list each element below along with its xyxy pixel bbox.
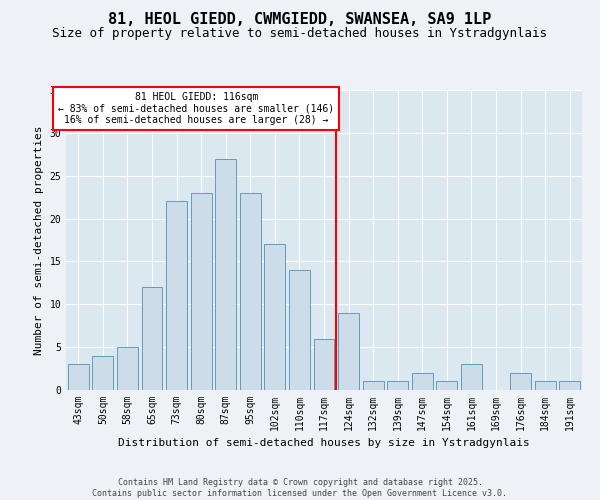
Bar (166, 202, 187, 390)
Bar (142, 287, 163, 390)
Text: 81, HEOL GIEDD, CWMGIEDD, SWANSEA, SA9 1LP: 81, HEOL GIEDD, CWMGIEDD, SWANSEA, SA9 1… (109, 12, 491, 28)
Bar (68, 364, 89, 390)
Y-axis label: Number of semi-detached properties: Number of semi-detached properties (34, 125, 44, 355)
Bar (535, 382, 556, 390)
Bar (117, 347, 138, 390)
X-axis label: Distribution of semi-detached houses by size in Ystradgynlais: Distribution of semi-detached houses by … (118, 438, 530, 448)
Bar (215, 158, 236, 390)
Bar (265, 244, 286, 390)
Bar (412, 373, 433, 390)
Bar (461, 364, 482, 390)
Bar (240, 193, 261, 390)
Bar (387, 382, 408, 390)
Text: 81 HEOL GIEDD: 116sqm
← 83% of semi-detached houses are smaller (146)
16% of sem: 81 HEOL GIEDD: 116sqm ← 83% of semi-deta… (58, 92, 334, 125)
Bar (92, 356, 113, 390)
Bar (510, 373, 531, 390)
Bar (338, 313, 359, 390)
Text: Size of property relative to semi-detached houses in Ystradgynlais: Size of property relative to semi-detach… (53, 28, 548, 40)
Bar (436, 382, 457, 390)
Bar (559, 382, 580, 390)
Bar (191, 193, 212, 390)
Bar (362, 382, 383, 390)
Bar (289, 270, 310, 390)
Text: Contains HM Land Registry data © Crown copyright and database right 2025.
Contai: Contains HM Land Registry data © Crown c… (92, 478, 508, 498)
Bar (314, 338, 334, 390)
